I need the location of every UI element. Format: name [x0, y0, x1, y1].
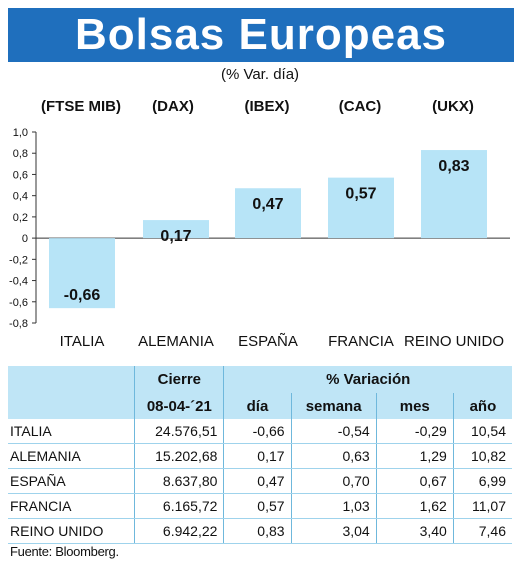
y-tick-label: -0,8: [9, 318, 28, 330]
row-anio: 11,07: [452, 493, 512, 519]
bar-value-label: 0,57: [345, 186, 376, 203]
row-mes: 1,29: [375, 443, 454, 469]
category-label: ESPAÑA: [238, 333, 298, 350]
table-row: REINO UNIDO 6.942,22 0,83 3,04 3,40 7,46: [8, 518, 512, 544]
table-header-date: 08-04-´21: [134, 393, 224, 419]
row-dia: 0,57: [223, 493, 292, 519]
bar-value-label: -0,66: [64, 287, 101, 304]
row-country: ESPAÑA: [8, 468, 135, 494]
bar: [235, 188, 301, 239]
table-header-mes: mes: [375, 393, 454, 419]
row-semana: 1,03: [290, 493, 377, 519]
page-title: Bolsas Europeas: [74, 10, 448, 59]
row-semana: 0,63: [290, 443, 377, 469]
row-country: FRANCIA: [8, 493, 135, 519]
category-label: FRANCIA: [328, 333, 394, 350]
row-semana: 0,70: [290, 468, 377, 494]
row-country: ALEMANIA: [8, 443, 135, 469]
index-code-row: (FTSE MIB) (DAX) (IBEX) (CAC) (UKX): [0, 98, 520, 118]
table-row: ITALIA 24.576,51 -0,66 -0,54 -0,29 10,54: [8, 419, 512, 444]
table-header-cierre: Cierre: [134, 366, 224, 393]
row-anio: 7,46: [452, 518, 512, 544]
chart-subtitle: (% Var. día): [220, 66, 300, 83]
table-header-dia: día: [223, 393, 292, 419]
bar: [328, 177, 394, 239]
y-tick-label: 0,4: [13, 191, 28, 203]
row-dia: 0,17: [223, 443, 292, 469]
table-row: FRANCIA 6.165,72 0,57 1,03 1,62 11,07: [8, 493, 512, 519]
row-anio: 10,82: [452, 443, 512, 469]
table-row: ESPAÑA 8.637,80 0,47 0,70 0,67 6,99: [8, 468, 512, 494]
row-cierre: 15.202,68: [134, 443, 224, 469]
y-tick-label: 0,2: [13, 212, 28, 224]
row-anio: 6,99: [452, 468, 512, 494]
table-row: ALEMANIA 15.202,68 0,17 0,63 1,29 10,82: [8, 443, 512, 469]
row-cierre: 6.942,22: [134, 518, 224, 544]
category-label: ALEMANIA: [138, 333, 214, 350]
y-tick-label: 0,6: [13, 169, 28, 181]
row-country: REINO UNIDO: [8, 518, 135, 544]
table-header-blank: [8, 366, 135, 393]
category-label: REINO UNIDO: [404, 333, 504, 350]
row-cierre: 6.165,72: [134, 493, 224, 519]
row-anio: 10,54: [452, 419, 512, 444]
row-mes: 3,40: [375, 518, 454, 544]
bar-value-label: 0,47: [252, 196, 283, 213]
index-code-ukx: (UKX): [432, 98, 474, 115]
row-country: ITALIA: [8, 419, 135, 444]
row-mes: 1,62: [375, 493, 454, 519]
row-cierre: 24.576,51: [134, 419, 224, 444]
bar-value-label: 0,17: [160, 228, 191, 245]
row-semana: -0,54: [290, 419, 377, 444]
y-tick-label: -0,2: [9, 254, 28, 266]
row-mes: 0,67: [375, 468, 454, 494]
category-label: ITALIA: [60, 333, 105, 350]
row-cierre: 8.637,80: [134, 468, 224, 494]
y-tick-label: 0,8: [13, 148, 28, 160]
bar-value-label: 0,83: [438, 158, 469, 175]
row-mes: -0,29: [375, 419, 454, 444]
table-header-variacion: % Variación: [223, 366, 512, 393]
table-subheader-blank: [8, 393, 135, 419]
bar: [143, 220, 209, 239]
table-header-anio: año: [452, 393, 512, 419]
bar-chart: 1,0 0,8 0,6 0,4 0,2 0 -0,2 -0,4 -0,6 -0,8 -0,66 ITA…: [9, 127, 510, 350]
title-band: Bolsas Europeas: [8, 8, 514, 62]
data-table: Cierre % Variación 08-04-´21 día semana …: [8, 366, 512, 544]
index-code-cac: (CAC): [338, 98, 382, 115]
y-tick-label: -0,6: [9, 297, 28, 309]
index-code-ftse: (FTSE MIB): [41, 98, 121, 115]
row-dia: -0,66: [223, 419, 292, 444]
bar: [421, 150, 487, 239]
table-header-semana: semana: [290, 393, 377, 419]
row-semana: 3,04: [290, 518, 377, 544]
source-note: Fuente: Bloomberg.: [10, 544, 119, 559]
index-code-ibex: (IBEX): [244, 98, 290, 115]
index-code-dax: (DAX): [152, 98, 194, 115]
row-dia: 0,83: [223, 518, 292, 544]
y-tick-label: 1,0: [13, 127, 28, 139]
y-tick-label: -0,4: [9, 276, 28, 288]
bar: [49, 238, 115, 309]
y-tick-label: 0: [22, 233, 28, 245]
row-dia: 0,47: [223, 468, 292, 494]
